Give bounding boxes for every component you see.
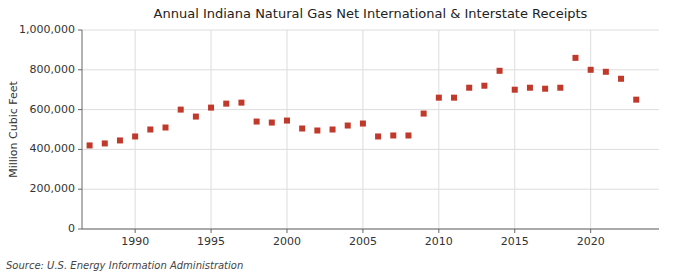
point	[542, 86, 548, 92]
y-grid-line	[82, 189, 659, 190]
point	[497, 68, 503, 74]
y-tick	[78, 149, 82, 150]
grid	[82, 30, 659, 229]
x-grid-line	[362, 30, 363, 229]
x-tick	[514, 229, 515, 233]
y-tick	[78, 229, 82, 230]
x-tick	[211, 229, 212, 233]
y-tick-label: 1,000,000	[19, 23, 75, 36]
point	[223, 101, 229, 107]
point	[163, 125, 169, 131]
point	[132, 133, 138, 139]
x-tick-label: 1990	[121, 235, 149, 248]
source-note: Source: U.S. Energy Information Administ…	[6, 260, 243, 271]
point	[557, 85, 563, 91]
x-axis-line	[82, 229, 659, 230]
point	[87, 142, 93, 148]
point	[330, 127, 336, 133]
axes: 0 200,000 400,000 600,000 800,000 1,000,000 19…	[19, 23, 659, 248]
y-tick-label: 0	[68, 222, 75, 235]
point	[405, 132, 411, 138]
x-tick-label: 2010	[425, 235, 453, 248]
point	[572, 55, 578, 61]
y-tick-label: 400,000	[30, 142, 76, 155]
x-tick	[590, 229, 591, 233]
y-tick	[78, 69, 82, 70]
point	[117, 137, 123, 143]
point	[436, 95, 442, 101]
point	[633, 97, 639, 103]
x-grid-line	[211, 30, 212, 229]
title: Annual Indiana Natural Gas Net Internati…	[154, 6, 588, 21]
y-grid-line	[82, 229, 659, 230]
point	[102, 140, 108, 146]
y-tick-label: 600,000	[30, 103, 76, 116]
point	[451, 95, 457, 101]
y-tick-label: 200,000	[30, 182, 76, 195]
x-tick-label: 1995	[197, 235, 225, 248]
y-tick	[78, 30, 82, 31]
point	[208, 105, 214, 111]
points	[87, 55, 640, 149]
y-tick	[78, 189, 82, 190]
x-tick	[286, 229, 287, 233]
x-grid-line	[438, 30, 439, 229]
point	[299, 126, 305, 132]
y-grid-line	[82, 69, 659, 70]
x-tick-label: 2020	[577, 235, 605, 248]
point	[345, 123, 351, 129]
x-grid-line	[135, 30, 136, 229]
y-grid-line	[82, 109, 659, 110]
point	[178, 107, 184, 113]
point	[481, 83, 487, 89]
x-tick	[135, 229, 136, 233]
point	[390, 132, 396, 138]
x-tick-label: 2015	[501, 235, 529, 248]
y-grid-line	[82, 30, 659, 31]
point	[421, 111, 427, 117]
x-grid-line	[590, 30, 591, 229]
point	[360, 121, 366, 127]
point	[603, 69, 609, 75]
y-grid-line	[82, 149, 659, 150]
point	[193, 114, 199, 120]
point	[314, 127, 320, 133]
point	[512, 87, 518, 93]
point	[238, 100, 244, 106]
point	[618, 76, 624, 82]
x-grid-line	[514, 30, 515, 229]
y-tick-label: 800,000	[30, 63, 76, 76]
point	[527, 85, 533, 91]
x-tick-label: 2005	[349, 235, 377, 248]
point	[375, 133, 381, 139]
point	[466, 85, 472, 91]
point	[269, 120, 275, 126]
x-tick	[438, 229, 439, 233]
y-axis-line	[82, 30, 83, 229]
point	[588, 67, 594, 73]
point	[284, 118, 290, 124]
point	[147, 127, 153, 133]
chart: 0 200,000 400,000 600,000 800,000 1,000,000 19…	[0, 0, 675, 275]
point	[254, 119, 260, 125]
x-tick	[362, 229, 363, 233]
x-tick-label: 2000	[273, 235, 301, 248]
y-axis-label: Million Cubic Feet	[7, 80, 20, 177]
y-tick	[78, 109, 82, 110]
x-grid-line	[286, 30, 287, 229]
